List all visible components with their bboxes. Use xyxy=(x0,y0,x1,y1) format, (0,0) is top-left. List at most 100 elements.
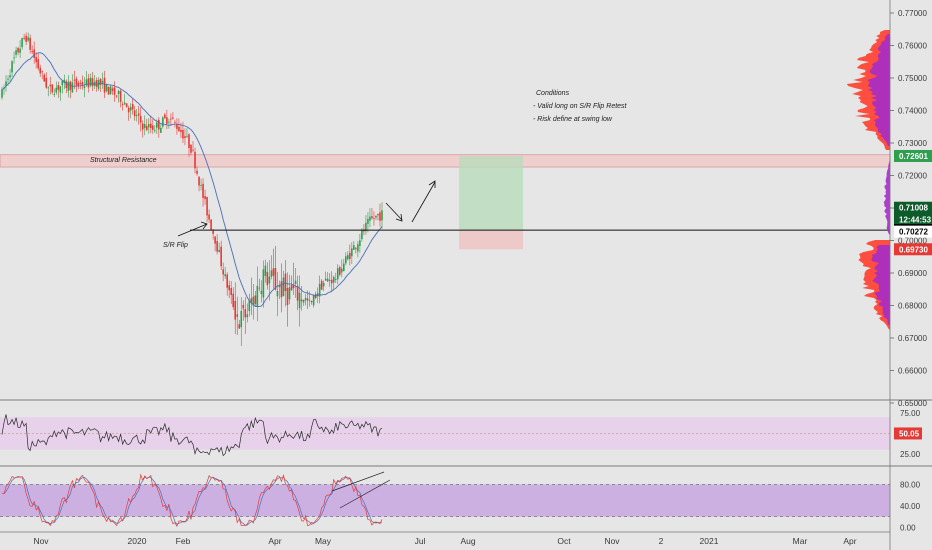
candle-body xyxy=(318,283,321,297)
candle-body xyxy=(109,86,112,94)
candle-body xyxy=(131,104,134,110)
time-axis[interactable]: Nov 2020 Feb Apr May Jul Aug Oct Nov 2 2021 Mar Apr xyxy=(33,536,856,546)
candle-body xyxy=(51,84,54,93)
candle-body xyxy=(95,80,98,87)
candle-body xyxy=(260,290,263,295)
candle-body xyxy=(61,80,64,86)
candle-body xyxy=(371,216,373,219)
candle-body xyxy=(15,50,17,55)
candle-body xyxy=(340,268,343,273)
candle-body xyxy=(170,118,172,120)
candle-body xyxy=(236,314,239,317)
candle-body xyxy=(63,79,66,83)
candle-body xyxy=(125,103,128,108)
target-zone[interactable] xyxy=(459,155,523,231)
candle-body xyxy=(349,252,351,259)
candle-body xyxy=(121,103,124,105)
conditions-note: Conditions - Valid long on S/R Flip Rete… xyxy=(533,90,628,123)
candle-body xyxy=(113,87,116,95)
candle-body xyxy=(23,37,25,39)
long-position-box[interactable] xyxy=(459,155,523,250)
flip-arrow xyxy=(177,223,208,237)
candle-body xyxy=(190,144,192,153)
stoch-trendline-upper xyxy=(331,471,385,492)
candle-body xyxy=(57,85,60,90)
candle-body xyxy=(232,293,235,308)
candle-body xyxy=(133,110,136,117)
candle-body xyxy=(381,210,383,221)
candle-body xyxy=(264,265,267,277)
candle-body xyxy=(334,279,337,280)
conditions-title: Conditions xyxy=(536,90,570,97)
candle-body xyxy=(258,287,261,289)
price-badge-label: 0.69730 xyxy=(899,245,928,254)
candle-body xyxy=(79,82,82,84)
candle-body xyxy=(9,75,11,78)
candle-body xyxy=(75,78,78,86)
candle-body xyxy=(188,134,190,148)
candle-body xyxy=(377,213,379,216)
candle-body xyxy=(326,278,329,282)
candle-body xyxy=(141,123,144,130)
candle-body xyxy=(119,90,122,102)
price-tick-label: 0.70000 xyxy=(898,237,927,246)
candle-body xyxy=(355,247,357,249)
candle-body xyxy=(276,290,279,297)
candle-body xyxy=(278,285,281,288)
candle-body xyxy=(250,298,253,303)
rsi-line xyxy=(1,414,383,457)
candle-body xyxy=(7,78,9,80)
candle-body xyxy=(270,270,273,277)
candle-body xyxy=(280,281,283,298)
time-tick-label: 2021 xyxy=(700,536,719,546)
price-pane[interactable]: Structural Resistance S/R Flip Condition… xyxy=(0,30,891,355)
price-axis[interactable]: 0.77000 0.76000 0.75000 0.74000 0.73000 0.720… xyxy=(890,9,927,408)
candle-body xyxy=(240,310,243,328)
candle-body xyxy=(292,284,295,289)
candle-body xyxy=(123,102,126,105)
price-badge-label: 0.72601 xyxy=(899,152,928,161)
stop-zone[interactable] xyxy=(459,230,523,250)
candle-body xyxy=(312,295,315,306)
candle-body xyxy=(234,300,237,320)
rsi-tick-label: 75.00 xyxy=(900,409,921,418)
candle-body xyxy=(81,82,84,87)
candle-body xyxy=(262,269,265,298)
candle-body xyxy=(254,295,257,305)
price-tick-label: 0.77000 xyxy=(898,9,927,18)
time-tick-label: Feb xyxy=(176,536,191,546)
candle-body xyxy=(216,241,218,252)
candle-body xyxy=(101,80,104,83)
stoch-tick-label: 0.00 xyxy=(900,523,916,532)
candle-body xyxy=(21,38,23,48)
target-arrow-head xyxy=(428,180,436,188)
candle-body xyxy=(336,268,339,280)
candle-body xyxy=(151,125,154,130)
candle-body xyxy=(117,90,120,95)
price-badges: 0.726010.7100812:44:530.703190.702720.69… xyxy=(894,149,932,256)
volume-profile-upper-inner xyxy=(866,34,890,146)
candle-body xyxy=(373,218,375,220)
candle-body xyxy=(39,67,42,74)
time-tick-label: Jul xyxy=(415,536,426,546)
candle-body xyxy=(332,276,335,283)
candle-body xyxy=(180,129,182,133)
candle-body xyxy=(37,59,39,69)
candle-body xyxy=(164,114,166,119)
candle-body xyxy=(324,278,327,281)
candle-body xyxy=(73,79,76,81)
stochastic-pane[interactable]: 80.00 40.00 0.00 xyxy=(0,471,921,532)
price-tick-label: 0.73000 xyxy=(898,139,927,148)
price-badge-label: 12:44:53 xyxy=(899,215,932,224)
stoch-tick-label: 80.00 xyxy=(900,480,921,489)
candle-body xyxy=(272,268,275,276)
candle-body xyxy=(308,300,311,302)
candle-body xyxy=(59,86,62,93)
candle-body xyxy=(17,47,19,53)
candle-body xyxy=(266,271,269,286)
candle-body xyxy=(145,126,148,131)
candle-body xyxy=(316,293,319,297)
moving-average-group xyxy=(1,52,383,308)
